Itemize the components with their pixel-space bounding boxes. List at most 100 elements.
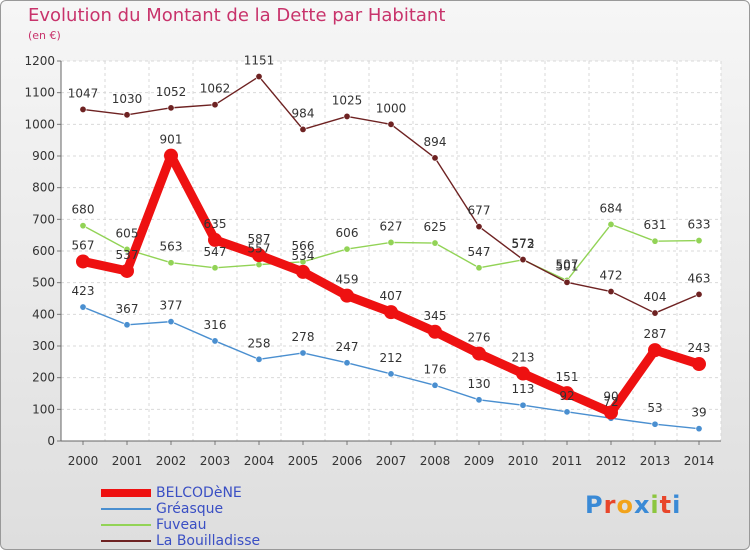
y-tick-label: 1000 [24,117,55,131]
data-label-fuveau: 625 [424,220,447,234]
x-tick-label: 2003 [200,454,231,468]
chart-title: Evolution du Montant de la Dette par Hab… [28,5,446,26]
data-label-fuveau: 627 [380,219,403,233]
data-label-la-bouilladisse: 1151 [244,54,275,68]
data-point-fuveau [211,264,219,272]
y-tick-label: 200 [32,371,55,385]
proxiti-logo[interactable]: Proxiti [585,491,681,519]
data-point-greasque [299,349,307,357]
x-tick-label: 2001 [112,454,143,468]
data-label-belcodene: 459 [336,273,359,287]
x-tick-label: 2009 [464,454,495,468]
legend-swatch-la-bouilladisse [101,540,151,542]
data-label-greasque: 423 [72,284,95,298]
data-label-la-bouilladisse: 894 [424,135,447,149]
data-point-belcodene [428,324,442,339]
data-point-belcodene [76,254,90,269]
data-point-belcodene [252,248,266,263]
data-point-la-bouilladisse [651,309,659,317]
logo-letter: i [650,491,660,519]
data-point-la-bouilladisse [255,73,263,81]
x-tick-label: 2013 [640,454,671,468]
data-label-la-bouilladisse: 1047 [68,86,99,100]
data-label-belcodene: 243 [688,341,711,355]
y-tick-label: 100 [32,402,55,416]
x-tick-label: 2006 [332,454,363,468]
y-tick-label: 1200 [24,54,55,68]
data-point-fuveau [123,245,131,253]
y-tick-label: 300 [32,339,55,353]
legend-item-la-bouilladisse[interactable]: La Bouilladisse [101,533,260,549]
legend-label-greasque: Gréasque [156,501,224,517]
data-point-belcodene [648,343,662,358]
data-point-greasque [255,355,263,363]
data-point-fuveau [651,237,659,245]
data-point-la-bouilladisse [343,112,351,120]
data-point-greasque [123,321,131,329]
data-label-belcodene: 90 [603,390,618,404]
data-label-la-bouilladisse: 573 [512,237,535,251]
x-tick-label: 2014 [684,454,715,468]
x-tick-label: 2004 [244,454,275,468]
data-label-la-bouilladisse: 1025 [332,93,363,107]
data-point-belcodene [120,263,134,278]
logo-letter: P [585,491,604,519]
data-point-belcodene [164,148,178,163]
data-label-fuveau: 684 [600,201,623,215]
y-tick-label: 400 [32,307,55,321]
data-label-la-bouilladisse: 984 [292,106,315,120]
data-label-greasque: 377 [160,299,183,313]
legend-item-greasque[interactable]: Gréasque [101,501,260,517]
data-point-greasque [651,420,659,428]
data-point-belcodene [296,264,310,279]
data-label-belcodene: 567 [72,238,95,252]
data-label-la-bouilladisse: 1062 [200,82,231,96]
data-label-layer: 567 537 901 635 587 534 459 407 345 276 213 151 90 28… [68,54,711,420]
data-label-belcodene: 635 [204,217,227,231]
y-tick-label: 1100 [24,86,55,100]
data-point-belcodene [472,346,486,361]
data-label-la-bouilladisse: 677 [468,204,491,218]
data-label-belcodene: 276 [468,331,491,345]
legend-item-fuveau[interactable]: Fuveau [101,517,260,533]
data-point-fuveau [387,238,395,246]
data-point-fuveau [695,237,703,245]
data-point-greasque [475,396,483,404]
data-label-fuveau: 680 [72,203,95,217]
data-point-la-bouilladisse [167,104,175,112]
data-point-fuveau [431,239,439,247]
data-point-fuveau [167,259,175,267]
legend-item-belcodene[interactable]: BELCODèNE [101,485,260,501]
logo-letter: t [659,491,673,519]
legend-swatch-belcodene [101,489,151,497]
data-point-fuveau [475,264,483,272]
data-point-belcodene [604,405,618,420]
data-point-la-bouilladisse [563,278,571,286]
y-tick-label: 900 [32,149,55,163]
data-point-fuveau [255,261,263,269]
data-point-greasque [563,408,571,416]
data-point-fuveau [79,222,87,230]
x-tick-label: 2010 [508,454,539,468]
data-point-la-bouilladisse [607,288,615,296]
data-point-fuveau [343,245,351,253]
data-label-greasque: 130 [468,377,491,391]
data-label-greasque: 113 [512,382,535,396]
data-label-fuveau: 547 [468,245,491,259]
data-point-belcodene [208,232,222,247]
data-label-greasque: 72 [603,395,618,409]
data-label-greasque: 53 [647,401,662,415]
data-label-belcodene: 345 [424,309,447,323]
data-label-greasque: 39 [691,406,706,420]
legend-label-belcodene: BELCODèNE [156,485,242,501]
data-label-greasque: 212 [380,351,403,365]
data-label-fuveau: 605 [116,226,139,240]
data-label-fuveau: 566 [292,239,315,253]
data-point-la-bouilladisse [79,105,87,113]
logo-letter: x [633,491,651,519]
x-tick-label: 2008 [420,454,451,468]
data-point-greasque [387,370,395,378]
data-label-belcodene: 287 [644,327,667,341]
